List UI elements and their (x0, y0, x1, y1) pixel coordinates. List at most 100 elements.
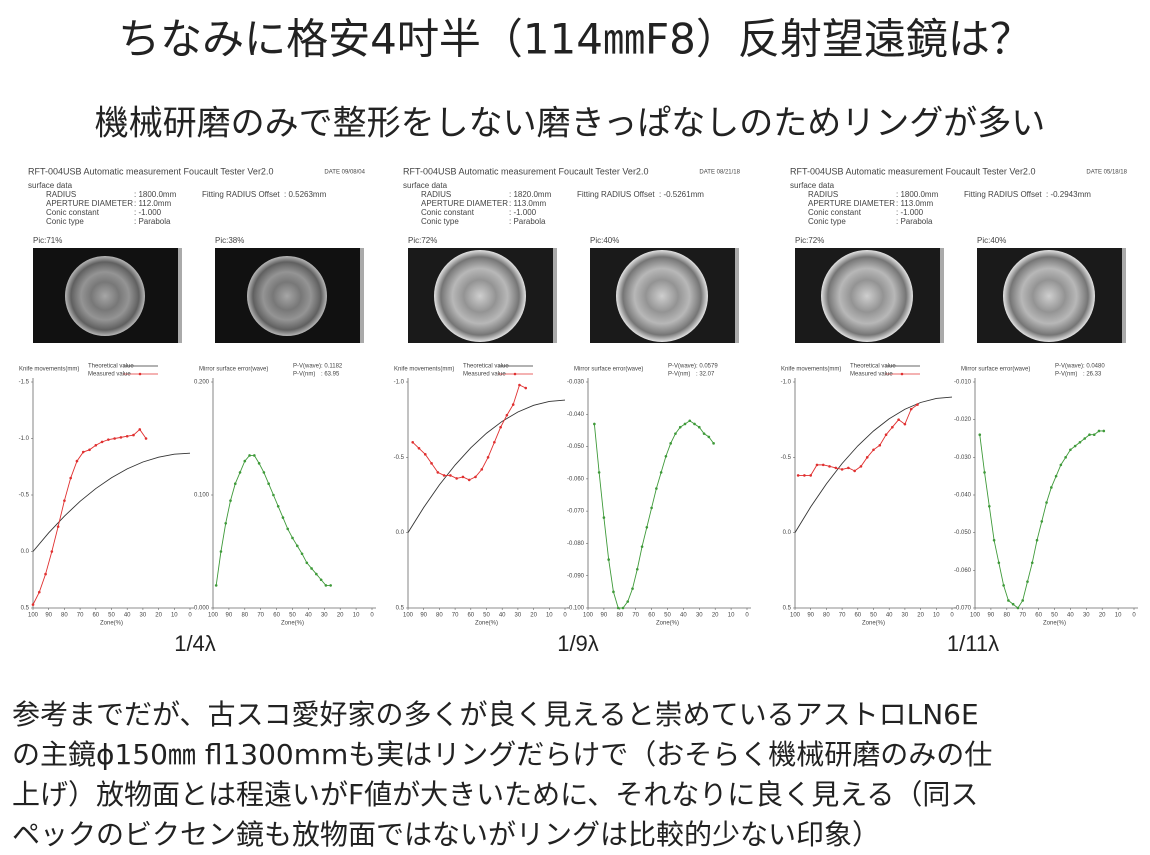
y-tick-label: 0.100 (194, 493, 210, 499)
x-tick-label: 60 (854, 613, 861, 619)
note-line: 参考までだが、古スコ愛好家の多くが良く見えると崇めているアストロLN6E (12, 698, 979, 731)
field-value: : -1.000 (896, 208, 924, 217)
y-tick-label: 0.0 (396, 530, 405, 536)
field-label: Conic constant (46, 208, 100, 217)
point (100, 440, 104, 444)
fitting-value: : 0.5263mm (284, 190, 327, 199)
point (626, 600, 630, 603)
legend-marker (900, 372, 904, 376)
x-tick-label: 80 (241, 613, 248, 619)
x-tick-label: 0 (745, 613, 749, 619)
x-tick-label: 10 (171, 613, 178, 619)
field-value: : 1800.0mm (896, 190, 939, 199)
point (903, 422, 907, 426)
point (607, 558, 610, 561)
point (56, 525, 60, 528)
point (219, 550, 223, 553)
note-line: 上げ）放物面とは程遠いがF値が大きいために、それなりに良く見える（同ス (12, 778, 978, 811)
field-label: Conic constant (421, 208, 475, 217)
pv-label: P-V(wave) (293, 364, 321, 370)
x-tick-label: 30 (515, 613, 522, 619)
field-value: : 112.0mm (134, 199, 172, 208)
point (69, 476, 72, 480)
field-label: Conic constant (808, 208, 862, 217)
point (81, 450, 85, 454)
point (423, 453, 427, 456)
point (63, 499, 66, 502)
y-tick-label: -0.050 (567, 444, 585, 450)
series-line (412, 384, 526, 481)
point (31, 603, 35, 606)
y-tick-label: -0.5 (394, 455, 405, 461)
series-line (32, 452, 191, 552)
pic-label: Pic:40% (590, 236, 619, 245)
point (1007, 599, 1010, 602)
x-tick-label: 10 (546, 613, 553, 619)
point (834, 466, 838, 470)
point (997, 561, 1001, 565)
image-scale (735, 248, 739, 343)
fitting-value: : -0.5261mm (659, 190, 704, 199)
y-axis-label: Mirror surface error(wave) (199, 367, 268, 373)
x-axis-label: Zone(%) (281, 621, 304, 627)
x-tick-label: 30 (1083, 613, 1090, 619)
point (796, 474, 800, 477)
pv-value: : 26.33 (1083, 372, 1102, 378)
point (474, 475, 477, 479)
point (1035, 538, 1039, 542)
point (50, 550, 54, 553)
x-tick-label: 30 (321, 613, 328, 619)
pv-value: : 0.0480 (1083, 364, 1105, 370)
point (229, 499, 232, 502)
y-tick-label: -1.0 (394, 380, 405, 386)
field-label: Conic type (46, 217, 84, 226)
point (891, 425, 894, 429)
point (916, 403, 919, 406)
x-tick-label: 100 (583, 613, 594, 619)
x-tick-label: 90 (45, 613, 52, 619)
point (602, 516, 606, 519)
point (645, 525, 649, 529)
point (650, 506, 653, 510)
x-tick-label: 20 (530, 613, 537, 619)
point (884, 433, 888, 437)
x-tick-label: 60 (648, 613, 655, 619)
point (257, 462, 261, 465)
point (859, 465, 863, 468)
point (597, 471, 601, 474)
field-value: : 113.0mm (509, 199, 547, 208)
x-tick-label: 70 (839, 613, 846, 619)
point (281, 516, 285, 519)
x-tick-label: 90 (226, 613, 233, 619)
x-tick-label: 20 (917, 613, 924, 619)
y-tick-label: -0.5 (19, 493, 30, 499)
x-tick-label: 70 (77, 613, 84, 619)
point (461, 475, 465, 479)
y-axis-label: Knife movements(mm) (19, 367, 79, 373)
point (505, 413, 509, 417)
panel-header: RFT-004USB Automatic measurement Foucaul… (28, 166, 273, 176)
x-tick-label: 20 (337, 613, 344, 619)
point (442, 474, 446, 477)
y-tick-label: -0.5 (781, 455, 792, 461)
point (1040, 520, 1044, 523)
y-tick-label: 0.000 (194, 606, 210, 612)
field-value: : -1.000 (134, 208, 162, 217)
point (678, 425, 682, 429)
x-tick-label: 10 (933, 613, 940, 619)
y-tick-label: -0.070 (954, 606, 972, 612)
point (295, 544, 299, 548)
x-tick-label: 100 (28, 613, 39, 619)
field-value: : -1.000 (509, 208, 537, 217)
image-scale (178, 248, 182, 343)
point (669, 442, 672, 445)
panel-date: DATE 05/18/18 (1086, 170, 1127, 176)
x-tick-label: 70 (452, 613, 459, 619)
point (315, 572, 318, 576)
x-tick-label: 90 (988, 613, 995, 619)
x-tick-label: 70 (257, 613, 264, 619)
x-tick-label: 40 (886, 613, 893, 619)
pv-label: P-V(nm) (668, 372, 690, 378)
point (319, 578, 323, 582)
pv-label: P-V(nm) (1055, 372, 1077, 378)
